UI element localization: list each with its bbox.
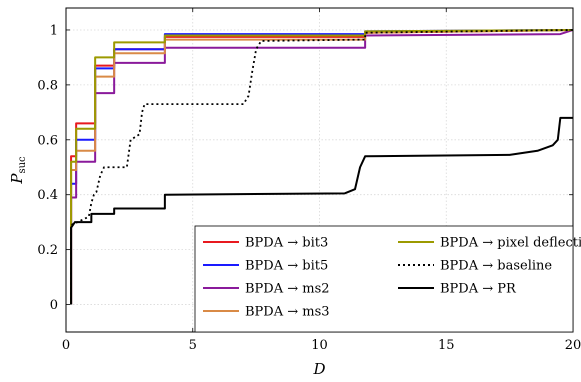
y-tick-label: 1 bbox=[50, 23, 58, 38]
legend-label: BPDA → ms2 bbox=[245, 282, 330, 297]
y-tick-label: 0.4 bbox=[37, 188, 58, 203]
x-tick-label: 20 bbox=[565, 338, 581, 353]
y-axis-label: Psuc bbox=[8, 156, 28, 185]
x-tick-label: 15 bbox=[438, 338, 455, 353]
y-tick-label: 0 bbox=[50, 298, 58, 313]
y-tick-label: 0.6 bbox=[37, 133, 58, 148]
x-tick-label: 5 bbox=[189, 338, 197, 353]
legend-box bbox=[194, 225, 574, 333]
series-line-6 bbox=[70, 29, 574, 305]
axis-ticks: 0 5 10 15 20 0 0.2 0.4 0.6 0.8 1 bbox=[37, 8, 581, 353]
y-axis-label-main: P bbox=[8, 173, 26, 185]
y-tick-label: 0.2 bbox=[37, 243, 58, 258]
legend-label: BPDA → bit5 bbox=[245, 259, 328, 274]
y-tick-label: 0.8 bbox=[37, 78, 58, 93]
legend-label: BPDA → ms3 bbox=[245, 305, 330, 320]
x-axis-label: D bbox=[312, 360, 325, 378]
series-line-7 bbox=[70, 116, 573, 305]
y-axis-label-subscript: suc bbox=[17, 156, 28, 174]
legend: BPDA → bit3 BPDA → pixel deflection BPDA →… bbox=[194, 225, 581, 333]
series-line-4 bbox=[70, 28, 574, 305]
legend-label: BPDA → PR bbox=[440, 282, 517, 297]
x-tick-label: 10 bbox=[311, 338, 328, 353]
legend-label: BPDA → bit3 bbox=[245, 236, 328, 251]
series-lines bbox=[70, 28, 574, 305]
legend-label: BPDA → baseline bbox=[440, 259, 552, 274]
x-tick-label: 0 bbox=[62, 338, 70, 353]
legend-label: BPDA → pixel deflection bbox=[440, 236, 581, 251]
